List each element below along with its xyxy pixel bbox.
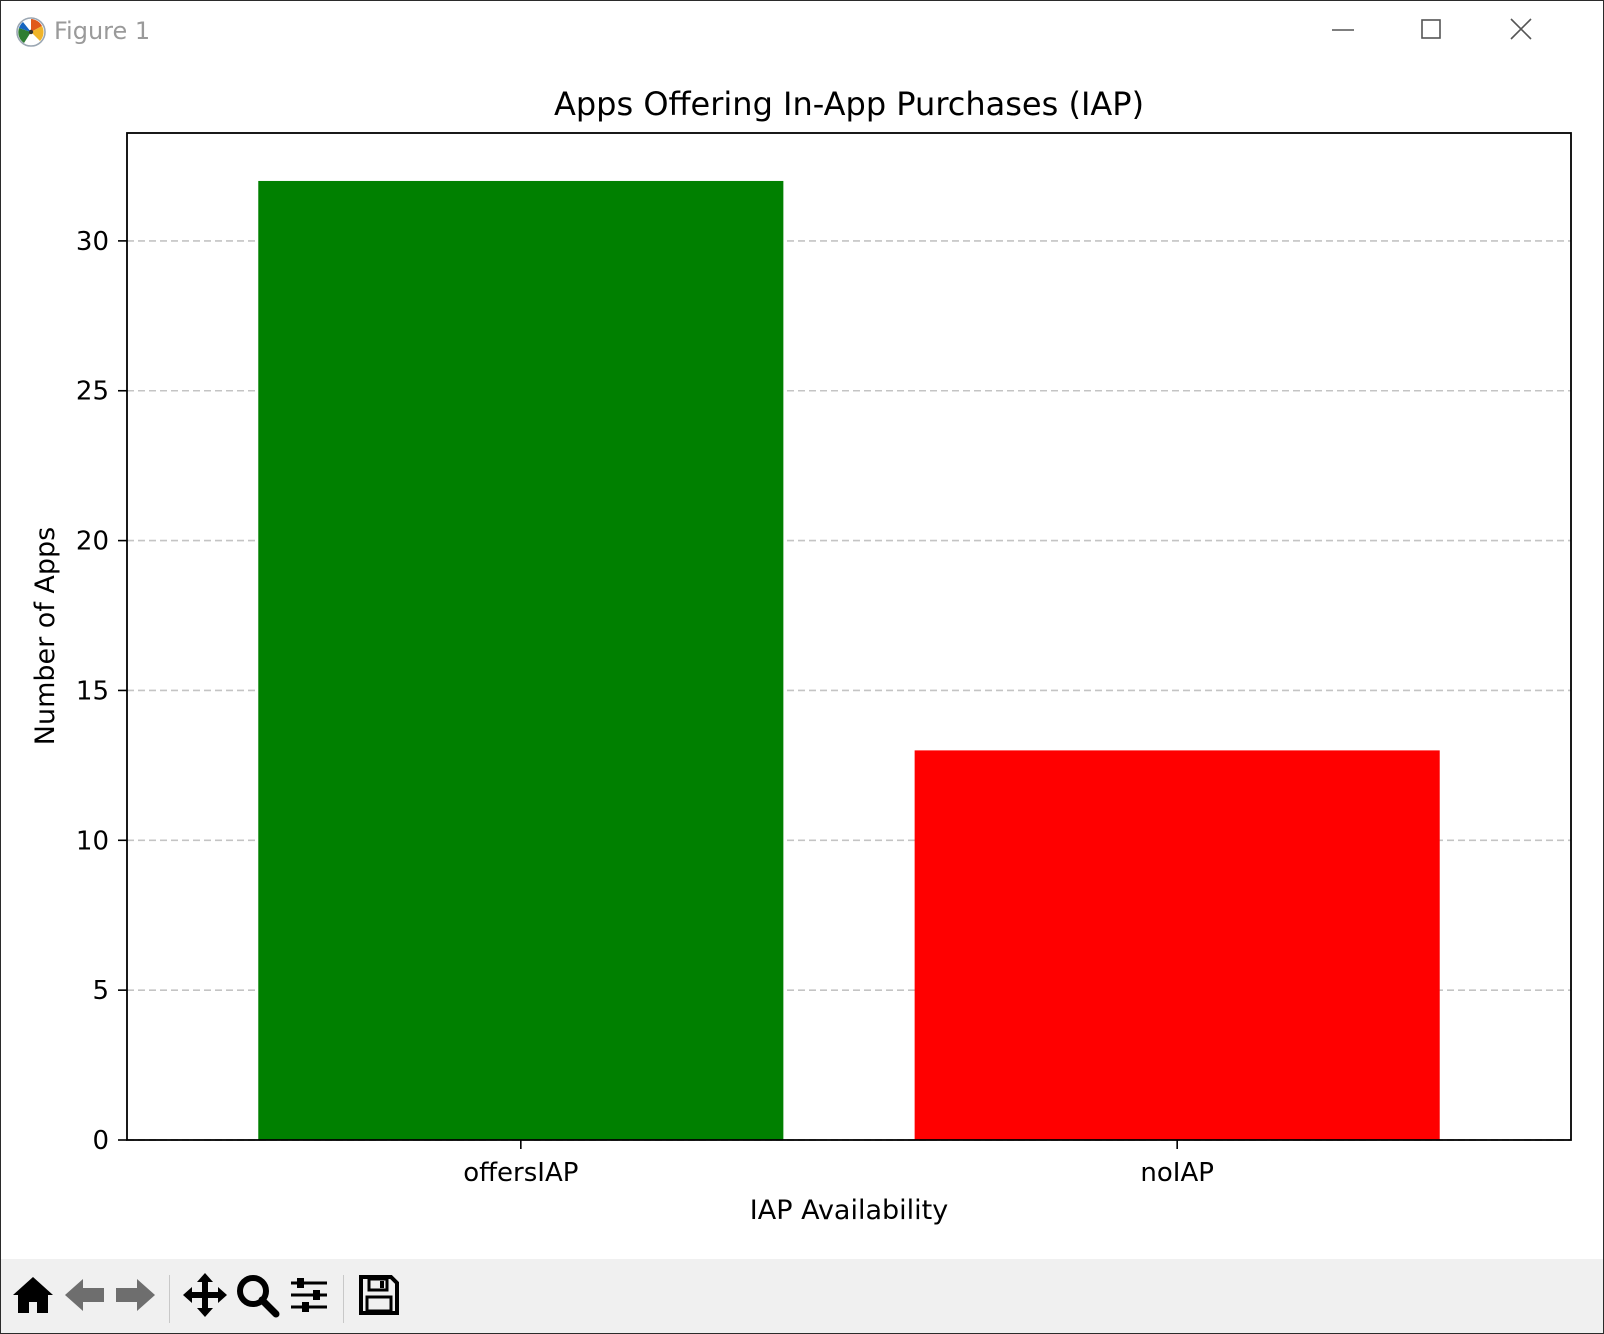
maximize-button[interactable]: [1411, 13, 1451, 47]
matplotlib-logo-icon: [15, 16, 47, 48]
pan-button[interactable]: [181, 1271, 229, 1319]
minimize-icon: [1323, 13, 1363, 47]
close-button[interactable]: [1501, 13, 1541, 47]
title-bar: Figure 1: [1, 1, 1603, 59]
home-button[interactable]: [9, 1271, 57, 1319]
x-axis-label: IAP Availability: [750, 1195, 948, 1226]
bar-offersIAP: [258, 180, 784, 1140]
configure-subplots-button[interactable]: [285, 1271, 333, 1319]
configure-subplots-icon: [285, 1271, 333, 1319]
ticks: 0 5 10 15 20 25 30 offersIAP noIAP: [76, 227, 1214, 1188]
axes-frame: [126, 132, 1572, 1141]
forward-arrow-icon: [111, 1271, 159, 1319]
bar-chart: 0 5 10 15 20 25 30 offersIAP noIAP Apps Offering…: [30, 85, 1572, 1226]
minimize-button[interactable]: [1323, 13, 1363, 47]
y-tick-label: 10: [76, 826, 109, 856]
y-tick-label: 15: [76, 676, 109, 706]
zoom-button[interactable]: [233, 1271, 281, 1319]
back-button[interactable]: [61, 1271, 109, 1319]
forward-button[interactable]: [111, 1271, 159, 1319]
navigation-toolbar: [1, 1259, 1603, 1333]
x-tick-label: offersIAP: [463, 1158, 578, 1188]
figure-canvas[interactable]: 0 5 10 15 20 25 30 offersIAP noIAP Apps Offering…: [1, 59, 1603, 1259]
save-button[interactable]: [355, 1271, 403, 1319]
save-icon: [355, 1271, 403, 1319]
maximize-icon: [1411, 13, 1451, 47]
close-icon: [1501, 13, 1541, 47]
y-tick-label: 25: [76, 377, 109, 407]
pan-icon: [181, 1271, 229, 1319]
y-tick-label: 30: [76, 227, 109, 257]
back-arrow-icon: [61, 1271, 109, 1319]
bars: [258, 180, 1440, 1140]
y-tick-label: 5: [92, 976, 109, 1006]
home-icon: [9, 1271, 57, 1319]
toolbar-separator: [169, 1275, 170, 1323]
bar-noIAP: [914, 750, 1440, 1140]
toolbar-separator: [343, 1275, 344, 1323]
window-title: Figure 1: [54, 17, 151, 45]
y-tick-label: 20: [76, 527, 109, 557]
y-tick-label: 0: [92, 1126, 109, 1156]
x-tick-label: noIAP: [1140, 1158, 1214, 1188]
y-axis-label: Number of Apps: [30, 527, 61, 745]
chart-title: Apps Offering In-App Purchases (IAP): [554, 85, 1144, 123]
zoom-icon: [233, 1271, 281, 1319]
